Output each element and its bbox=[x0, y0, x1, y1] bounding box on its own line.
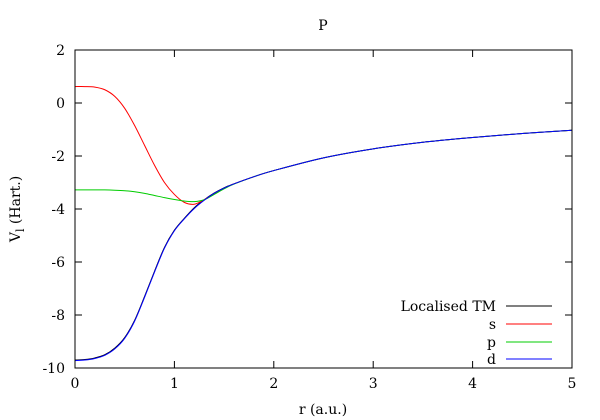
x-tick-label: 4 bbox=[468, 376, 477, 392]
y-tick-label: -2 bbox=[51, 149, 65, 165]
series-layer bbox=[74, 86, 573, 362]
y-axis-label-main: V bbox=[8, 231, 24, 243]
chart-title: P bbox=[318, 18, 327, 34]
x-tick-label: 2 bbox=[269, 376, 278, 392]
legend-label-localised-tm: Localised TM bbox=[401, 299, 496, 315]
y-tick-label: -10 bbox=[42, 361, 65, 377]
y-tick-label: -6 bbox=[51, 255, 65, 271]
y-axis-label-unit: (Hart.) bbox=[8, 176, 24, 229]
y-tick-label: 2 bbox=[56, 43, 65, 59]
x-tick-label: 0 bbox=[71, 376, 80, 392]
legend-label-s: s bbox=[489, 317, 496, 333]
x-tick-label: 3 bbox=[369, 376, 378, 392]
legend: Localised TM spd bbox=[401, 299, 552, 368]
series-line-localised-tm bbox=[74, 129, 573, 361]
legend-label-d: d bbox=[487, 352, 496, 368]
x-tick-label: 1 bbox=[170, 376, 179, 392]
y-axis-label-sub: l bbox=[14, 228, 27, 232]
axis-ticks bbox=[74, 49, 573, 369]
x-tick-label: 5 bbox=[568, 376, 577, 392]
y-tick-label: -8 bbox=[51, 308, 65, 324]
legend-label-p: p bbox=[487, 335, 496, 351]
series-line-d bbox=[74, 129, 573, 362]
series-line-s bbox=[74, 86, 573, 205]
y-tick-label: -4 bbox=[51, 202, 65, 218]
y-tick-label: 0 bbox=[56, 96, 65, 112]
y-axis-label: Vl (Hart.) bbox=[8, 176, 27, 243]
plot-frame bbox=[74, 49, 573, 369]
x-axis-label: r (a.u.) bbox=[299, 402, 347, 418]
tick-labels: 0 1 2 3 4 5 -10 -8 -6 -4 -2 0 2 bbox=[42, 43, 576, 392]
series-line-p bbox=[74, 129, 573, 203]
